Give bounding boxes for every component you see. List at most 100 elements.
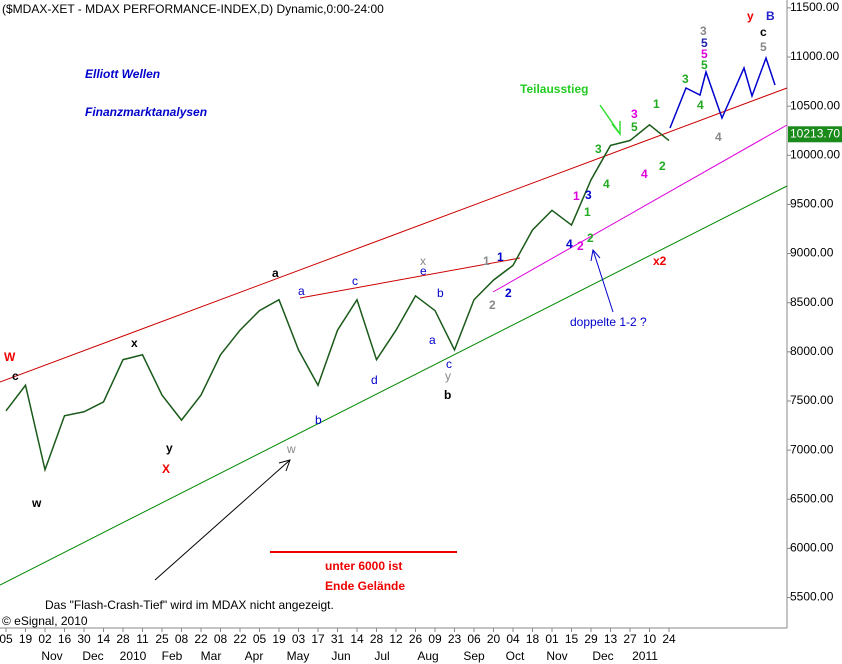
upper-channel <box>0 87 788 383</box>
y-tick-label: 8000.00 <box>790 344 834 358</box>
annotation: 3 <box>585 188 592 202</box>
x-tick-label: 02 <box>38 632 52 646</box>
month-label: Nov <box>546 649 567 663</box>
month-label: Nov <box>41 649 62 663</box>
x-tick-label: 31 <box>331 632 345 646</box>
annotation: 1 <box>573 189 580 203</box>
x-tick-label: 19 <box>272 632 286 646</box>
y-tick-label: 11500.00 <box>790 0 839 14</box>
annotation: x2 <box>653 254 667 268</box>
annotation: y <box>747 9 754 23</box>
x-tick-label: 15 <box>565 632 579 646</box>
annotation: 1 <box>584 205 591 219</box>
x-tick-label: 01 <box>545 632 559 646</box>
annotation: 2 <box>587 231 594 245</box>
month-label: 2011 <box>632 649 658 663</box>
annotation: 5 <box>701 36 708 50</box>
arrow-head <box>611 121 621 137</box>
month-label: Sep <box>463 649 485 663</box>
annotation: B <box>766 9 775 23</box>
annotation: c <box>446 357 452 371</box>
x-tick-label: 14 <box>350 632 364 646</box>
annotation: 4 <box>715 130 722 144</box>
x-tick-label: 28 <box>370 632 384 646</box>
annotation: 4 <box>697 98 704 112</box>
y-tick-label: 11000.00 <box>790 49 839 63</box>
x-tick-label: 03 <box>292 632 306 646</box>
last-price-label: 10213.70 <box>790 126 840 140</box>
chart-title: ($MDAX-XET - MDAX PERFORMANCE-INDEX,D) D… <box>2 2 384 16</box>
annotation: 4 <box>566 237 573 251</box>
annotation: y <box>166 441 173 455</box>
annotation: e <box>420 264 427 278</box>
x-tick-label: 05 <box>253 632 267 646</box>
last-price-box <box>788 126 842 143</box>
y-tick-label: 7500.00 <box>790 393 834 407</box>
x-tick-label: 18 <box>526 632 540 646</box>
month-label: Jun <box>331 649 350 663</box>
annotation: 4 <box>603 177 610 191</box>
x-tick-label: 08 <box>175 632 189 646</box>
annotation: x <box>131 336 138 350</box>
x-tick-label: 11 <box>136 632 149 646</box>
annotation: 1 <box>497 250 504 264</box>
y-tick-label: 10500.00 <box>790 98 840 112</box>
x-tick-label: 28 <box>116 632 130 646</box>
y-tick-label: 6500.00 <box>790 491 834 505</box>
x-tick-label: 22 <box>233 632 247 646</box>
month-label: Mar <box>201 649 222 663</box>
x-tick-label: 13 <box>604 632 618 646</box>
annotation: c <box>352 274 358 288</box>
month-label: Aug <box>417 649 438 663</box>
x-tick-label: 05 <box>0 632 13 646</box>
annotation: 2 <box>659 159 666 173</box>
annotation: 3 <box>682 72 689 86</box>
annotation: 4 <box>641 167 648 181</box>
month-label: May <box>287 649 310 663</box>
annotation: x <box>420 254 426 268</box>
annotation: W <box>4 350 16 364</box>
annotation: X <box>162 462 170 476</box>
magenta-channel <box>492 124 788 293</box>
annotation: 3 <box>631 107 638 121</box>
month-label: Apr <box>245 649 264 663</box>
x-tick-label: 27 <box>623 632 637 646</box>
annotation: 1 <box>483 254 490 268</box>
x-tick-label: 16 <box>58 632 72 646</box>
annotation: Teilausstieg <box>520 82 588 96</box>
month-label: Feb <box>162 649 183 663</box>
y-tick-label: 8500.00 <box>790 295 834 309</box>
annotation: b <box>315 413 322 427</box>
annotation: a <box>272 266 279 280</box>
annotation: w <box>286 442 296 456</box>
annotation: unter 6000 ist <box>325 559 402 573</box>
annotation: 5 <box>760 40 767 54</box>
x-tick-label: 25 <box>155 632 169 646</box>
x-tick-label: 10 <box>643 632 657 646</box>
annotation: 5 <box>701 58 708 72</box>
y-tick-label: 6000.00 <box>790 541 834 555</box>
annotation: 1 <box>653 97 660 111</box>
annotation: w <box>31 496 42 510</box>
x-tick-label: 20 <box>487 632 501 646</box>
annotation: Das "Flash-Crash-Tief" wird im MDAX nich… <box>45 598 334 612</box>
annotation: b <box>437 286 444 300</box>
x-tick-label: 08 <box>214 632 228 646</box>
inner-channel <box>299 257 521 299</box>
x-tick-label: 19 <box>19 632 33 646</box>
x-tick-label: 22 <box>194 632 208 646</box>
price-line <box>5 123 670 473</box>
lower-channel <box>0 185 788 586</box>
y-tick-label: 5500.00 <box>790 590 834 604</box>
annotation: Ende Gelände <box>325 579 405 593</box>
x-tick-label: 14 <box>97 632 111 646</box>
x-tick-label: 24 <box>662 632 676 646</box>
month-label: Dec <box>82 649 103 663</box>
x-tick-label: 17 <box>311 632 325 646</box>
annotation: d <box>371 373 378 387</box>
x-tick-label: 12 <box>389 632 403 646</box>
month-label: Jul <box>374 649 389 663</box>
annotation: 2 <box>505 286 512 300</box>
